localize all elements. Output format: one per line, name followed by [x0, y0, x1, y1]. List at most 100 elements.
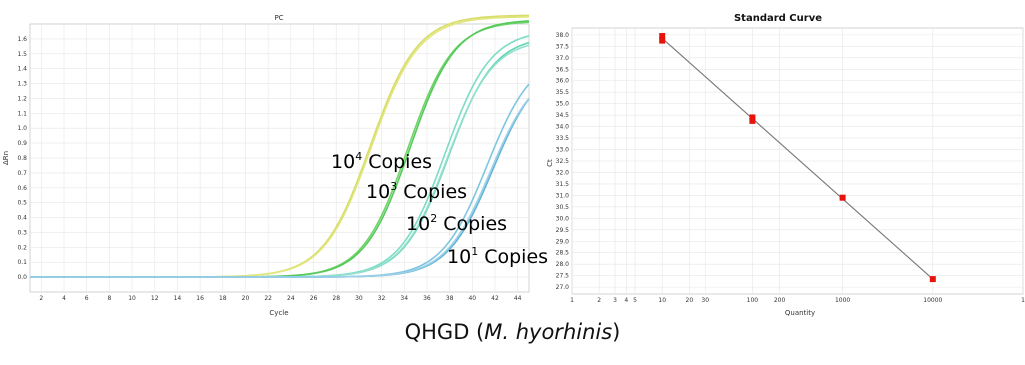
- amplification-y-tick-label: 0.2: [17, 244, 27, 251]
- amplification-y-tick-label: 0.5: [17, 200, 27, 207]
- amplification-x-tick-label: 28: [332, 295, 340, 302]
- copies-annotation-label: Copies: [397, 181, 467, 203]
- amplification-y-tick-label: 0.6: [17, 185, 27, 192]
- standard-curve-grid: [571, 28, 1024, 294]
- amplification-grid: [30, 24, 529, 292]
- standard-curve-y-tick-label: 30.5: [556, 204, 570, 211]
- standard-curve-y-tick-label: 29.0: [556, 238, 570, 245]
- standard-curve-y-tick-label: 34.5: [556, 112, 570, 119]
- standard-curve-y-tick-label: 34.0: [556, 124, 570, 131]
- standard-curve-x-tick-label: 200: [774, 297, 786, 304]
- amplification-x-ticks: 2 4 6 8 10 12 14 16 18 20 22 24 26 28 30 32 34 36 38 40 42 44: [39, 295, 521, 302]
- copies-annotation: 104 Copies: [331, 150, 432, 173]
- amplification-x-tick-label: 34: [400, 295, 408, 302]
- amplification-x-tick-label: 32: [378, 295, 386, 302]
- amplification-x-tick-label: 36: [423, 295, 431, 302]
- copies-annotation-label: Copies: [478, 246, 548, 268]
- copies-annotation-base: 10: [406, 213, 430, 235]
- amplification-y-tick-label: 0.0: [17, 274, 27, 281]
- amplification-x-tick-label: 22: [264, 295, 272, 302]
- standard-curve-x-tick-label: 10: [658, 297, 666, 304]
- copies-annotation-base: 10: [447, 246, 471, 268]
- amplification-y-tick-label: 1.1: [17, 110, 27, 117]
- standard-curve-x-tick-label: 3: [613, 297, 617, 304]
- copies-annotation-exponent: 2: [430, 212, 437, 225]
- copies-annotation-label: Copies: [437, 213, 507, 235]
- standard-curve-y-tick-label: 37.0: [556, 55, 570, 62]
- amplification-x-tick-label: 4: [62, 295, 66, 302]
- amplification-x-tick-label: 18: [219, 295, 227, 302]
- standard-curve-y-tick-label: 32.5: [556, 158, 570, 165]
- standard-curve-y-tick-label: 28.5: [556, 250, 570, 257]
- standard-curve-title: Standard Curve: [734, 13, 822, 24]
- amplification-x-tick-label: 30: [355, 295, 363, 302]
- standard-curve-point: [839, 194, 846, 201]
- standard-curve-point: [749, 114, 756, 121]
- caption-suffix: ): [612, 320, 621, 344]
- amplification-series-line: [30, 97, 530, 278]
- standard-curve-y-tick-label: 32.0: [556, 169, 570, 176]
- standard-curve-x-tick-label: 30: [701, 297, 709, 304]
- amplification-x-tick-label: 16: [196, 295, 204, 302]
- standard-curve-y-tick-label: 37.5: [556, 43, 570, 50]
- standard-curve-fit-line-group: [661, 37, 934, 280]
- amplification-y-tick-label: 0.1: [17, 259, 27, 266]
- amplification-x-tick-label: 2: [39, 295, 43, 302]
- copies-annotation-base: 10: [331, 151, 355, 173]
- standard-curve-y-tick-label: 31.5: [556, 181, 570, 188]
- amplification-y-tick-label: 1.5: [17, 51, 27, 58]
- amplification-x-tick-label: 40: [468, 295, 476, 302]
- amplification-x-tick-label: 20: [242, 295, 250, 302]
- standard-curve-y-tick-label: 36.0: [556, 78, 570, 85]
- amplification-y-tick-label: 1.2: [17, 95, 27, 102]
- copies-annotation: 103 Copies: [366, 180, 467, 203]
- amplification-y-axis-title: ΔRn: [2, 151, 10, 165]
- standard-curve-y-tick-label: 31.0: [556, 192, 570, 199]
- standard-curve-x-tick-label: 5: [633, 297, 637, 304]
- standard-curve-point: [659, 33, 666, 40]
- caption-species: M. hyorhinis: [484, 320, 613, 344]
- amplification-y-tick-label: 0.3: [17, 229, 27, 236]
- amplification-y-tick-label: 1.0: [17, 125, 27, 132]
- standard-curve-y-tick-label: 29.5: [556, 227, 570, 234]
- standard-curve-x-tick-label: 2: [597, 297, 601, 304]
- standard-curve-x-axis-title: Quantity: [785, 309, 815, 317]
- figure-caption: QHGD (M. hyorhinis): [0, 320, 1025, 344]
- copies-annotation-exponent: 3: [390, 180, 397, 193]
- copies-annotation-base: 10: [366, 181, 390, 203]
- amplification-y-tick-label: 0.7: [17, 170, 27, 177]
- standard-curve-y-tick-label: 35.0: [556, 101, 570, 108]
- amplification-y-tick-label: 1.4: [17, 66, 27, 73]
- copies-annotation: 102 Copies: [406, 212, 507, 235]
- standard-curve-x-tick-label: 1: [1021, 297, 1025, 304]
- standard-curve-point: [749, 117, 756, 124]
- standard-curve-fit-line: [661, 37, 934, 280]
- amplification-x-tick-label: 24: [287, 295, 295, 302]
- amplification-y-tick-label: 0.4: [17, 215, 27, 222]
- amplification-y-ticks: 0.0 0.1 0.2 0.3 0.4 0.5 0.6 0.7 0.8 0.9 1.0 1.1 1.2 1…: [17, 36, 27, 281]
- amplification-y-tick-label: 0.9: [17, 140, 27, 147]
- standard-curve-y-ticks: 27.0 27.5 28.0 28.5 29.0 29.5 30.0 30.5 31.0 31.5…: [556, 32, 570, 291]
- amplification-x-tick-label: 12: [151, 295, 159, 302]
- standard-curve-y-tick-label: 27.0: [556, 284, 570, 291]
- amplification-x-tick-label: 6: [85, 295, 89, 302]
- standard-curve-y-axis-title: Ct: [546, 159, 554, 167]
- amplification-x-tick-label: 14: [174, 295, 182, 302]
- amplification-y-tick-label: 0.8: [17, 155, 27, 162]
- standard-curve-y-tick-label: 35.5: [556, 89, 570, 96]
- amplification-y-tick-label: 1.6: [17, 36, 27, 43]
- copies-annotation-exponent: 4: [355, 150, 362, 163]
- standard-curve-y-tick-label: 33.0: [556, 147, 570, 154]
- standard-curve-x-tick-label: 10000: [923, 297, 942, 304]
- amplification-x-tick-label: 8: [107, 295, 111, 302]
- copies-annotation-label: Copies: [362, 151, 432, 173]
- amplification-title: PC: [274, 14, 283, 22]
- standard-curve-y-tick-label: 36.5: [556, 66, 570, 73]
- caption-prefix: QHGD (: [404, 320, 485, 344]
- standard-curve-y-tick-label: 27.5: [556, 273, 570, 280]
- standard-curve-x-tick-label: 100: [747, 297, 759, 304]
- amplification-series-group: [30, 14, 530, 278]
- standard-curve-x-tick-label: 1: [570, 297, 574, 304]
- amplification-x-tick-label: 38: [446, 295, 454, 302]
